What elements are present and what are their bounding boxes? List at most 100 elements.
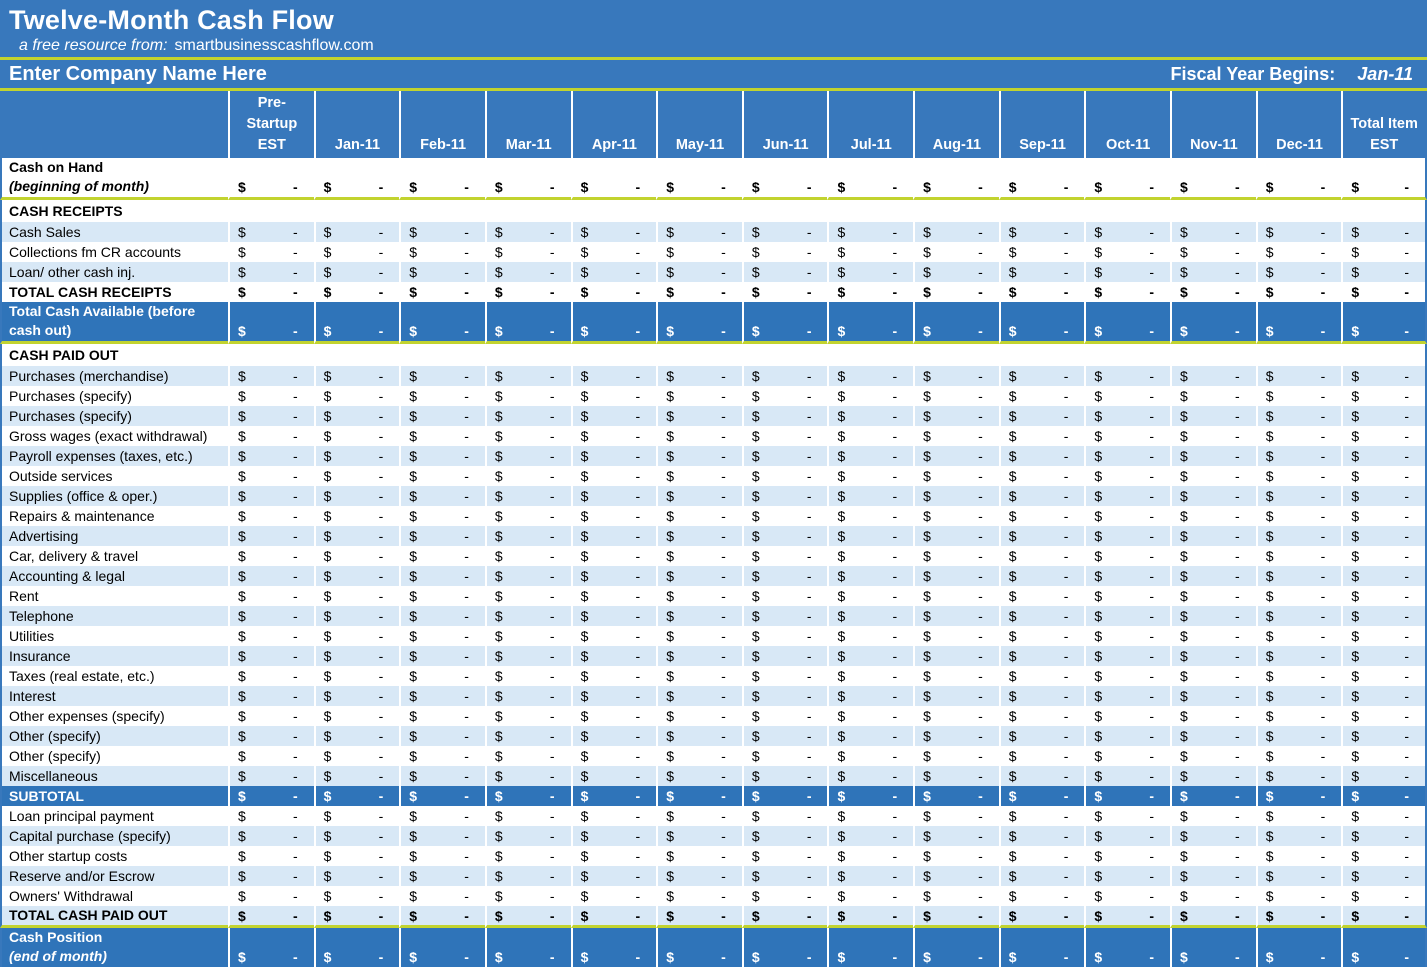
value-cell[interactable]: $ -: [998, 302, 1085, 344]
value-cell[interactable]: $ -: [1170, 706, 1256, 726]
value-cell[interactable]: $ -: [399, 566, 485, 586]
value-cell[interactable]: $ -: [1084, 466, 1171, 486]
value-cell[interactable]: $ -: [228, 466, 314, 486]
value-cell[interactable]: $ -: [570, 282, 657, 302]
value-cell[interactable]: $ -: [1255, 626, 1342, 646]
value-cell[interactable]: $ -: [399, 626, 485, 646]
value-cell[interactable]: $ -: [399, 506, 485, 526]
value-cell[interactable]: $ -: [1084, 626, 1171, 646]
value-cell[interactable]: $ -: [656, 506, 742, 526]
value-cell[interactable]: $ -: [1084, 386, 1171, 406]
value-cell[interactable]: $ -: [399, 222, 485, 242]
value-cell[interactable]: $ -: [313, 282, 400, 302]
value-cell[interactable]: $ -: [656, 586, 742, 606]
company-name-cell[interactable]: Enter Company Name Here: [9, 62, 267, 85]
value-cell[interactable]: $ -: [313, 606, 400, 626]
value-cell[interactable]: $ -: [1170, 386, 1256, 406]
value-cell[interactable]: $ -: [399, 366, 485, 386]
value-cell[interactable]: $ -: [1255, 222, 1342, 242]
value-cell[interactable]: $ -: [1170, 686, 1256, 706]
value-cell[interactable]: $ -: [570, 426, 657, 446]
value-cell[interactable]: $ -: [570, 446, 657, 466]
value-cell[interactable]: $ -: [913, 806, 999, 826]
value-cell[interactable]: $ -: [1255, 906, 1342, 928]
value-cell[interactable]: $ -: [913, 626, 999, 646]
value-cell[interactable]: $ -: [399, 706, 485, 726]
value-cell[interactable]: $ -: [1170, 846, 1256, 866]
value-cell[interactable]: $ -: [313, 666, 400, 686]
value-cell[interactable]: [741, 344, 828, 366]
value-cell[interactable]: $ -: [1255, 806, 1342, 826]
value-cell[interactable]: $ -: [827, 826, 914, 846]
value-cell[interactable]: $ -: [1341, 526, 1427, 546]
value-cell[interactable]: $ -: [484, 426, 571, 446]
value-cell[interactable]: $ -: [1170, 906, 1256, 928]
value-cell[interactable]: $ -: [1170, 886, 1256, 906]
value-cell[interactable]: $ -: [228, 158, 314, 200]
value-cell[interactable]: $ -: [1084, 446, 1171, 466]
value-cell[interactable]: $ -: [1084, 906, 1171, 928]
value-cell[interactable]: $ -: [913, 928, 999, 967]
value-cell[interactable]: $ -: [1170, 826, 1256, 846]
value-cell[interactable]: $ -: [1255, 666, 1342, 686]
value-cell[interactable]: $ -: [827, 606, 914, 626]
value-cell[interactable]: $ -: [399, 928, 485, 967]
value-cell[interactable]: $ -: [313, 466, 400, 486]
value-cell[interactable]: $ -: [656, 466, 742, 486]
value-cell[interactable]: $ -: [484, 786, 571, 806]
value-cell[interactable]: $ -: [484, 262, 571, 282]
value-cell[interactable]: [998, 344, 1085, 366]
value-cell[interactable]: $ -: [1170, 446, 1256, 466]
value-cell[interactable]: $ -: [1255, 242, 1342, 262]
value-cell[interactable]: $ -: [998, 466, 1085, 486]
value-cell[interactable]: $ -: [1255, 446, 1342, 466]
value-cell[interactable]: $ -: [484, 486, 571, 506]
value-cell[interactable]: $ -: [313, 906, 400, 928]
value-cell[interactable]: $ -: [1084, 606, 1171, 626]
value-cell[interactable]: $ -: [741, 466, 828, 486]
value-cell[interactable]: [1341, 344, 1427, 366]
value-cell[interactable]: $ -: [913, 666, 999, 686]
value-cell[interactable]: $ -: [1341, 302, 1427, 344]
value-cell[interactable]: $ -: [570, 386, 657, 406]
value-cell[interactable]: $ -: [570, 706, 657, 726]
value-cell[interactable]: $ -: [741, 386, 828, 406]
value-cell[interactable]: $ -: [399, 406, 485, 426]
value-cell[interactable]: $ -: [399, 726, 485, 746]
value-cell[interactable]: $ -: [399, 386, 485, 406]
value-cell[interactable]: $ -: [741, 426, 828, 446]
value-cell[interactable]: $ -: [399, 846, 485, 866]
value-cell[interactable]: $ -: [570, 826, 657, 846]
value-cell[interactable]: $ -: [570, 526, 657, 546]
value-cell[interactable]: $ -: [827, 486, 914, 506]
value-cell[interactable]: $ -: [998, 446, 1085, 466]
value-cell[interactable]: $ -: [741, 506, 828, 526]
value-cell[interactable]: $ -: [228, 302, 314, 344]
value-cell[interactable]: $ -: [1255, 826, 1342, 846]
value-cell[interactable]: $ -: [228, 586, 314, 606]
value-cell[interactable]: $ -: [1341, 546, 1427, 566]
value-cell[interactable]: $ -: [1084, 746, 1171, 766]
value-cell[interactable]: $ -: [998, 666, 1085, 686]
value-cell[interactable]: [1341, 200, 1427, 222]
value-cell[interactable]: $ -: [1255, 786, 1342, 806]
value-cell[interactable]: $ -: [741, 526, 828, 546]
value-cell[interactable]: $ -: [913, 426, 999, 446]
value-cell[interactable]: $ -: [399, 158, 485, 200]
value-cell[interactable]: $ -: [656, 886, 742, 906]
value-cell[interactable]: $ -: [313, 302, 400, 344]
value-cell[interactable]: $ -: [1341, 746, 1427, 766]
value-cell[interactable]: $ -: [313, 726, 400, 746]
value-cell[interactable]: $ -: [1255, 466, 1342, 486]
value-cell[interactable]: $ -: [484, 666, 571, 686]
value-cell[interactable]: $ -: [1255, 866, 1342, 886]
value-cell[interactable]: $ -: [313, 242, 400, 262]
value-cell[interactable]: [228, 344, 314, 366]
value-cell[interactable]: $ -: [1084, 806, 1171, 826]
value-cell[interactable]: [399, 344, 485, 366]
value-cell[interactable]: $ -: [741, 886, 828, 906]
value-cell[interactable]: $ -: [570, 546, 657, 566]
value-cell[interactable]: $ -: [484, 386, 571, 406]
value-cell[interactable]: $ -: [570, 262, 657, 282]
value-cell[interactable]: $ -: [998, 746, 1085, 766]
